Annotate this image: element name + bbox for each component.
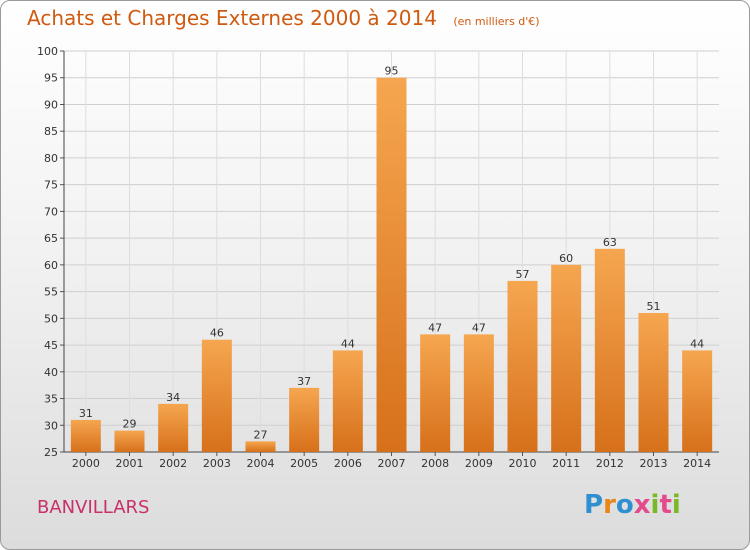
bar-2010 <box>507 280 538 452</box>
data-label: 34 <box>166 391 180 404</box>
x-tick-label: 2007 <box>378 457 406 470</box>
data-label: 44 <box>690 337 704 350</box>
x-tick-label: 2013 <box>640 457 668 470</box>
bar-2000 <box>70 419 101 452</box>
x-tick-label: 2002 <box>159 457 187 470</box>
bar-2013 <box>638 312 669 452</box>
logo-letter: r <box>603 490 616 520</box>
bar-2014 <box>682 350 713 452</box>
x-tick-label: 2000 <box>72 457 100 470</box>
data-label: 95 <box>385 65 399 78</box>
y-tick-label: 30 <box>44 419 58 432</box>
y-tick-label: 100 <box>37 45 58 58</box>
logo-letter: x <box>633 490 651 520</box>
bar-2004 <box>245 441 276 452</box>
x-tick-label: 2003 <box>203 457 231 470</box>
data-label: 46 <box>210 327 224 340</box>
bar-2007 <box>376 77 407 452</box>
data-label: 63 <box>603 236 617 249</box>
y-tick-label: 55 <box>44 286 58 299</box>
x-tick-label: 2006 <box>334 457 362 470</box>
data-label: 47 <box>428 321 442 334</box>
bar-2012 <box>594 248 625 452</box>
y-tick-label: 45 <box>44 339 58 352</box>
logo-letter: i <box>650 490 660 520</box>
y-tick-label: 85 <box>44 125 58 138</box>
logo-letter: P <box>584 490 604 520</box>
y-tick-label: 75 <box>44 179 58 192</box>
chart-subtitle: (en milliers d'€) <box>453 15 540 28</box>
chart-title: Achats et Charges Externes 2000 à 2014 (… <box>27 6 540 30</box>
bar-2011 <box>551 264 582 452</box>
x-tick-label: 2004 <box>247 457 275 470</box>
bar-2006 <box>332 350 363 452</box>
commune-name: BANVILLARS <box>37 497 150 518</box>
data-label: 27 <box>254 428 268 441</box>
bar-2001 <box>114 430 145 452</box>
bar-2003 <box>201 339 232 452</box>
x-tick-label: 2011 <box>552 457 580 470</box>
y-tick-label: 25 <box>44 446 58 459</box>
x-tick-label: 2009 <box>465 457 493 470</box>
data-label: 57 <box>516 268 530 281</box>
x-tick-label: 2012 <box>596 457 624 470</box>
y-tick-label: 95 <box>44 72 58 85</box>
bars: 31 29 34 46 27 37 44 95 47 47 57 60 63 51 44 <box>70 65 713 452</box>
data-label: 31 <box>79 407 93 420</box>
logo-letter: o <box>615 490 634 520</box>
data-label: 60 <box>559 252 573 265</box>
data-label: 47 <box>472 321 486 334</box>
data-label: 37 <box>297 375 311 388</box>
x-tick-label: 2010 <box>509 457 537 470</box>
y-tick-label: 40 <box>44 366 58 379</box>
bar-2005 <box>289 387 320 452</box>
logo-letter: t <box>659 490 672 520</box>
y-tick-label: 35 <box>44 393 58 406</box>
chart-title-text: Achats et Charges Externes 2000 à 2014 <box>27 6 437 30</box>
x-tick-label: 2014 <box>683 457 711 470</box>
proxiti-logo: Proxiti <box>584 490 681 520</box>
bar-2009 <box>463 334 494 452</box>
y-tick-label: 90 <box>44 98 58 111</box>
data-label: 44 <box>341 337 355 350</box>
y-tick-label: 50 <box>44 312 58 325</box>
x-tick-label: 2001 <box>116 457 144 470</box>
x-tick-label: 2008 <box>421 457 449 470</box>
logo-letter: i <box>671 490 681 520</box>
data-label: 29 <box>123 418 137 431</box>
x-tick-label: 2005 <box>290 457 318 470</box>
y-tick-label: 70 <box>44 205 58 218</box>
axes: 25 30 35 40 45 50 55 60 65 70 75 80 85 90 95 100 2000 200… <box>37 45 719 470</box>
y-tick-label: 80 <box>44 152 58 165</box>
bar-2008 <box>420 334 451 452</box>
bar-2002 <box>158 403 189 452</box>
data-label: 51 <box>647 300 661 313</box>
y-tick-label: 65 <box>44 232 58 245</box>
y-tick-label: 60 <box>44 259 58 272</box>
